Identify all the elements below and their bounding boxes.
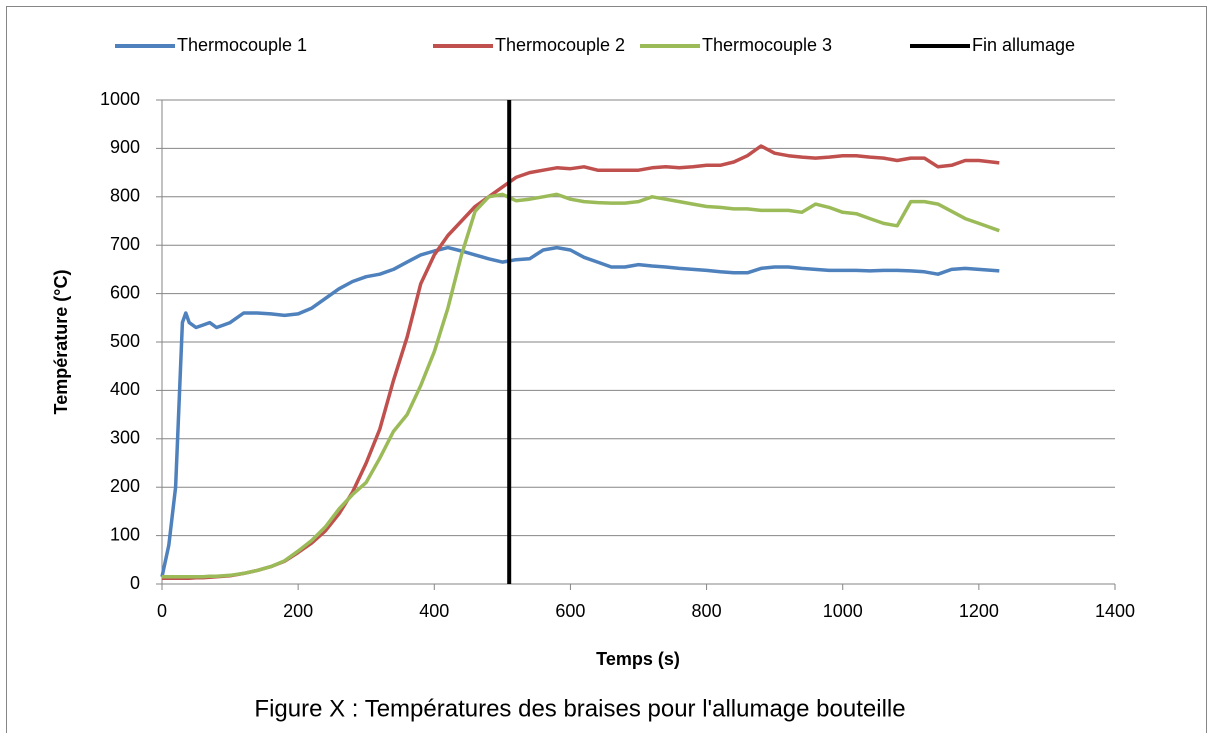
y-tick-label: 900 xyxy=(110,137,140,157)
x-tick-label: 1000 xyxy=(823,601,863,621)
x-tick-label: 800 xyxy=(692,601,722,621)
x-tick-label: 600 xyxy=(555,601,585,621)
y-tick-label: 0 xyxy=(130,573,140,593)
legend-label: Thermocouple 2 xyxy=(495,35,625,55)
y-axis-label: Température (°C) xyxy=(51,270,71,415)
x-axis-label: Temps (s) xyxy=(596,649,680,669)
x-tick-label: 1200 xyxy=(959,601,999,621)
y-tick-label: 200 xyxy=(110,476,140,496)
y-tick-label: 1000 xyxy=(100,89,140,109)
caption: Figure X : Températures des braises pour… xyxy=(254,695,905,722)
chart-border xyxy=(6,6,1207,733)
legend-label: Thermocouple 3 xyxy=(702,35,832,55)
y-tick-label: 700 xyxy=(110,234,140,254)
y-tick-label: 100 xyxy=(110,524,140,544)
series-line xyxy=(162,144,1000,580)
y-tick-label: 800 xyxy=(110,186,140,206)
x-tick-label: 0 xyxy=(157,601,167,621)
x-tick-label: 200 xyxy=(283,601,313,621)
legend-label: Thermocouple 1 xyxy=(177,35,307,55)
series-line xyxy=(160,245,1000,578)
series-line xyxy=(162,192,1000,579)
y-tick-label: 500 xyxy=(110,331,140,351)
y-tick-label: 400 xyxy=(110,379,140,399)
y-tick-label: 300 xyxy=(110,428,140,448)
x-tick-label: 1400 xyxy=(1095,601,1135,621)
x-tick-label: 400 xyxy=(419,601,449,621)
legend-label: Fin allumage xyxy=(972,35,1075,55)
y-tick-label: 600 xyxy=(110,282,140,302)
